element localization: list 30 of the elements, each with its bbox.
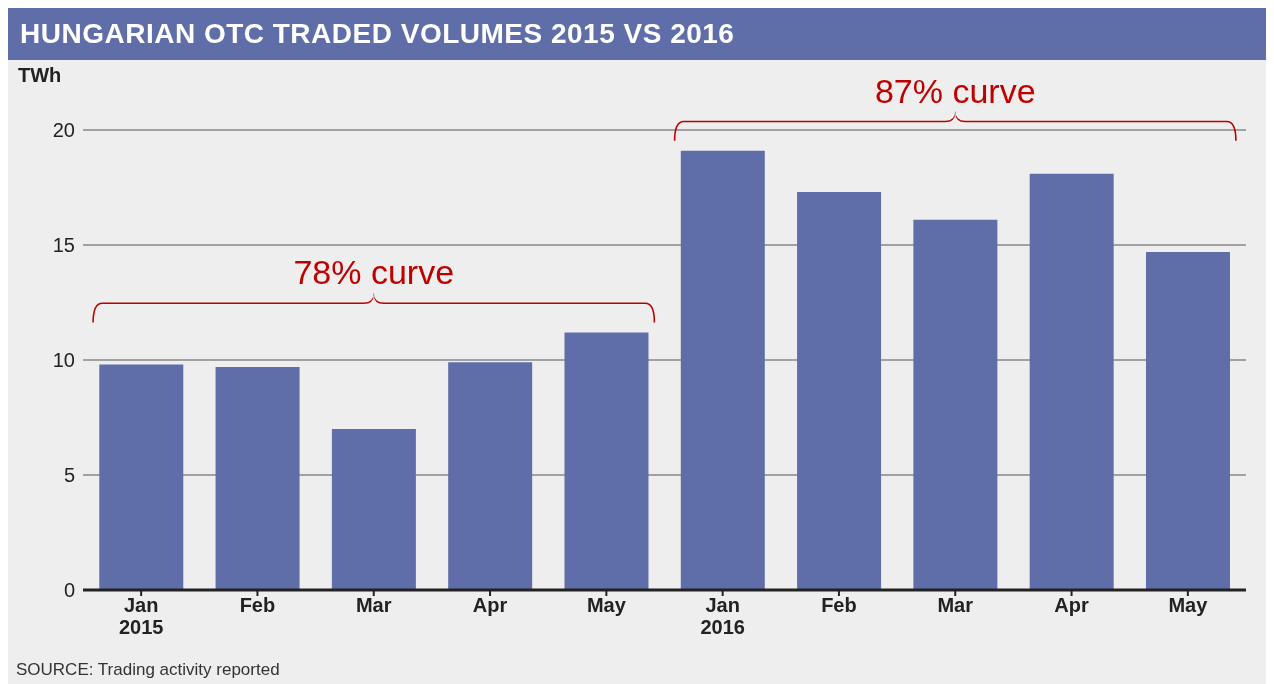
bar <box>331 429 416 590</box>
bar <box>215 366 300 590</box>
x-tick-label: May <box>1168 594 1209 616</box>
bar <box>564 332 649 590</box>
bar <box>1145 251 1230 590</box>
text: 87% curve <box>874 71 1036 110</box>
bar <box>99 364 184 590</box>
bar <box>680 150 765 590</box>
bar <box>797 192 882 590</box>
y-tick-label: 5 <box>63 464 75 487</box>
source-note: SOURCE: Trading activity reported <box>15 660 281 681</box>
x-tick-label: Jan 2016 <box>700 594 745 638</box>
bar <box>1029 173 1114 590</box>
y-tick-label: 20 <box>52 119 75 142</box>
y-tick-label: 0 <box>63 579 75 602</box>
y-axis-title: TWh <box>18 64 62 87</box>
x-tick-label: Apr <box>1054 594 1089 616</box>
annotation: 78% curve <box>293 253 455 292</box>
x-tick-label: Feb <box>821 594 857 616</box>
x-tick-label: Feb <box>239 594 276 616</box>
x-tick-label: Jan 2015 <box>118 594 164 638</box>
y-tick-label: 10 <box>52 349 75 372</box>
x-tick-label: Mar <box>355 594 392 616</box>
chart-title: HUNGARIAN OTC TRADED VOLUMES 2015 VS 2016 <box>8 8 1266 60</box>
x-tick-label: Mar <box>937 594 974 616</box>
bar <box>913 219 998 590</box>
x-tick-label: May <box>586 594 627 616</box>
y-tick-label: 15 <box>52 234 75 257</box>
bar <box>448 362 533 590</box>
x-tick-label: Apr <box>472 594 508 616</box>
